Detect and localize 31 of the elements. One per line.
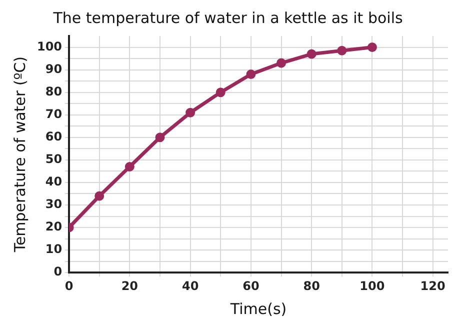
x-tick-label: 60 [242, 278, 260, 293]
x-tick-label: 120 [420, 278, 446, 293]
point [216, 88, 226, 98]
y-tick-label: 0 [54, 264, 62, 279]
y-axis-title: Temperature of water (ºC) [10, 56, 29, 254]
point [337, 46, 347, 56]
x-tick-label: 20 [121, 278, 138, 293]
x-tick-label: 40 [182, 278, 199, 293]
y-tick-label: 90 [45, 62, 62, 76]
chart-title: The temperature of water in a kettle as it boils [52, 8, 403, 27]
y-tick-label: 20 [45, 220, 62, 234]
x-axis-title: Time(s) [229, 300, 287, 318]
point [186, 108, 196, 118]
x-tick-label: 100 [360, 278, 385, 293]
point [306, 49, 316, 59]
y-tick-label: 60 [45, 130, 62, 144]
x-tick-label: 80 [303, 278, 320, 293]
point [155, 132, 165, 142]
x-tick-label: 0 [64, 278, 74, 293]
point [276, 58, 286, 68]
y-tick-label: 80 [45, 84, 62, 98]
point [367, 42, 377, 52]
point [94, 191, 104, 201]
y-tick-label: 40 [45, 174, 62, 189]
y-tick-label: 30 [45, 197, 62, 212]
point [124, 162, 134, 172]
y-tick-label: 10 [45, 242, 62, 256]
y-tick-label: 50 [45, 152, 62, 166]
y-tick-label: 100 [36, 39, 62, 54]
point [246, 70, 256, 80]
y-tick-label: 70 [45, 106, 62, 121]
